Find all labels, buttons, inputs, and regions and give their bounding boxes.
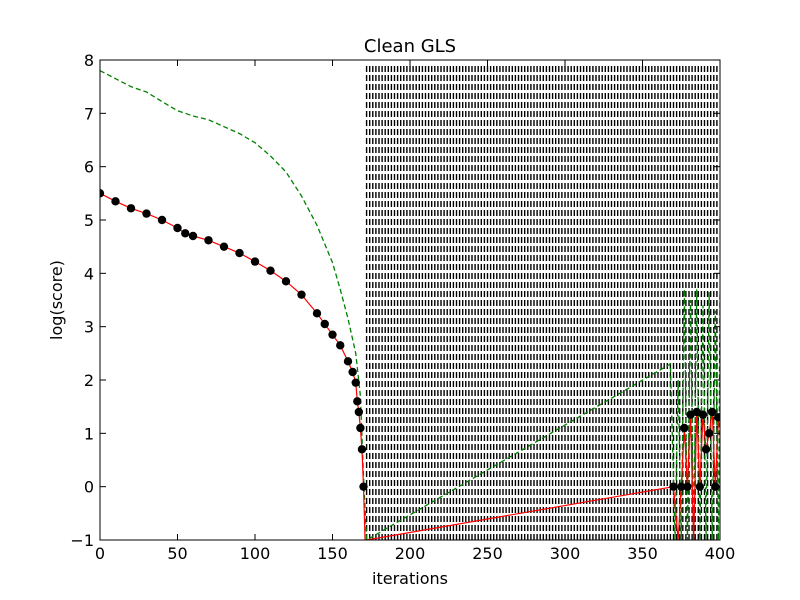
data-point bbox=[312, 309, 322, 318]
data-point bbox=[677, 482, 686, 491]
data-point bbox=[351, 378, 360, 387]
data-point bbox=[708, 407, 717, 417]
data-point bbox=[100, 189, 105, 198]
y-tick-label: −1 bbox=[70, 531, 94, 550]
data-point bbox=[348, 367, 357, 377]
data-point bbox=[701, 445, 711, 454]
data-point bbox=[142, 209, 151, 218]
data-point bbox=[357, 445, 367, 454]
y-tick-label: 2 bbox=[84, 371, 94, 390]
x-tick-label: 150 bbox=[317, 544, 348, 563]
dense-vertical-marker-region bbox=[365, 66, 718, 540]
data-point bbox=[188, 231, 198, 241]
x-tick-label: 200 bbox=[395, 544, 426, 563]
x-tick-label: 0 bbox=[95, 544, 105, 563]
dashed-series-line bbox=[100, 70, 720, 540]
data-point bbox=[680, 423, 689, 433]
data-point bbox=[336, 341, 345, 350]
data-point bbox=[250, 257, 260, 266]
data-point bbox=[669, 482, 678, 491]
chart-title: Clean GLS bbox=[364, 36, 456, 57]
y-tick-label: 4 bbox=[84, 264, 94, 283]
y-axis-label: log(score) bbox=[47, 260, 66, 340]
data-point bbox=[235, 248, 244, 258]
y-tick-label: 3 bbox=[84, 318, 94, 337]
y-tick-label: 6 bbox=[84, 158, 94, 177]
data-point bbox=[320, 319, 329, 329]
data-point bbox=[704, 429, 714, 438]
series-group bbox=[100, 70, 720, 540]
data-point bbox=[353, 397, 362, 406]
x-tick-label: 100 bbox=[240, 544, 271, 563]
y-tick-label: 7 bbox=[84, 104, 94, 123]
data-point bbox=[356, 423, 365, 433]
data-point bbox=[695, 482, 705, 491]
data-point bbox=[126, 204, 136, 213]
data-point bbox=[714, 413, 720, 422]
data-point bbox=[111, 197, 120, 206]
x-axis-label: iterations bbox=[372, 569, 448, 588]
x-tick-label: 250 bbox=[472, 544, 503, 563]
y-tick-label: 1 bbox=[84, 424, 94, 443]
data-point bbox=[698, 410, 708, 419]
x-tick-label: 350 bbox=[627, 544, 658, 563]
x-tick-label: 300 bbox=[550, 544, 581, 563]
data-point bbox=[219, 242, 229, 251]
data-point bbox=[181, 229, 190, 238]
y-tick-label: 0 bbox=[84, 478, 94, 497]
data-point bbox=[343, 357, 353, 366]
data-point bbox=[297, 290, 306, 299]
data-point bbox=[328, 330, 337, 339]
data-point bbox=[354, 407, 364, 417]
data-point bbox=[204, 236, 213, 245]
y-tick-label: 5 bbox=[84, 211, 94, 230]
y-tick-label: 8 bbox=[84, 51, 94, 70]
data-point bbox=[266, 266, 275, 275]
x-tick-label: 50 bbox=[167, 544, 187, 563]
data-point bbox=[173, 223, 182, 233]
plot-frame bbox=[99, 59, 721, 541]
data-point bbox=[281, 277, 291, 286]
data-point bbox=[359, 482, 368, 491]
x-tick-label: 400 bbox=[705, 544, 736, 563]
data-point bbox=[157, 215, 167, 225]
data-point bbox=[683, 482, 692, 491]
